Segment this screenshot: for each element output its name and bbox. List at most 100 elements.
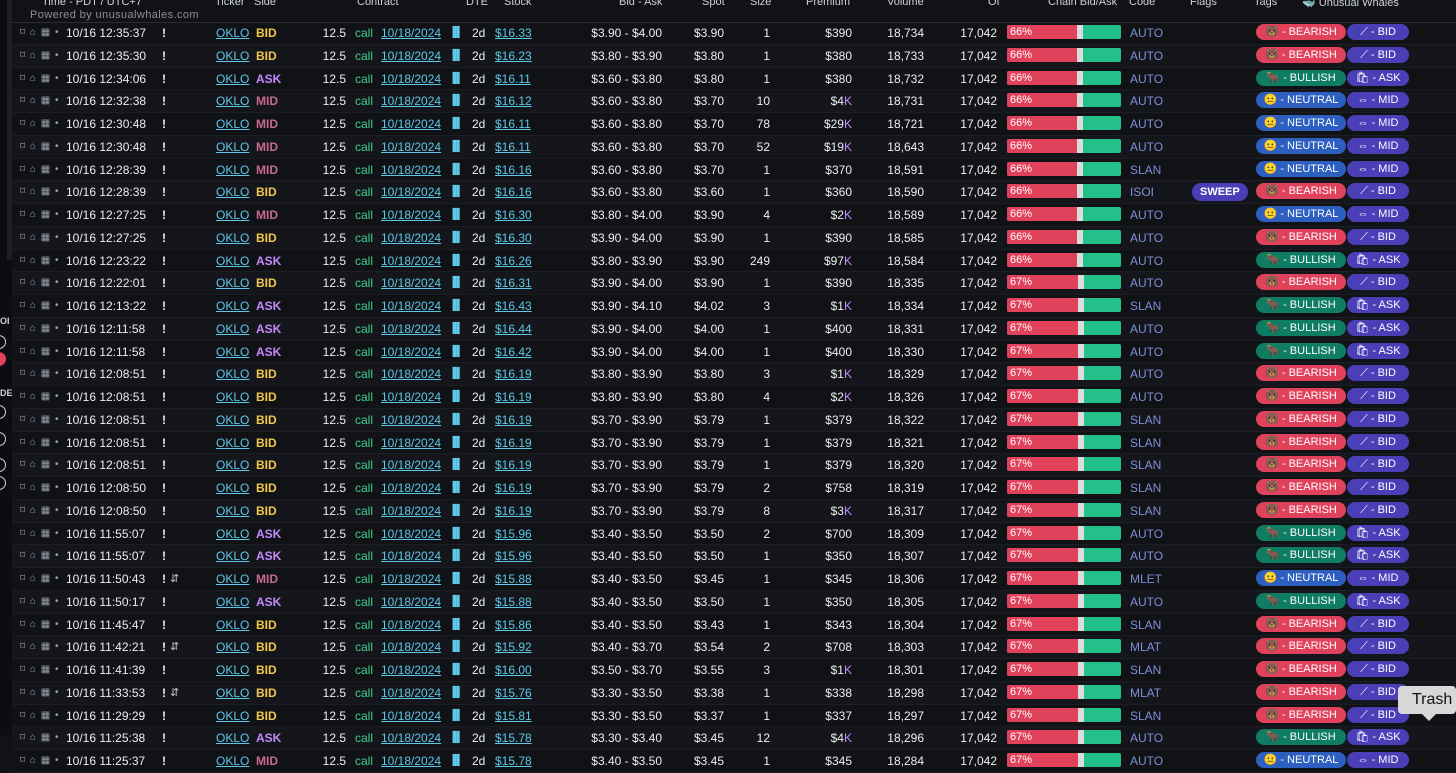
ticker-link[interactable]: OKLO xyxy=(216,139,250,154)
row-action-icons[interactable]: ⌑ ⌂ ▦ • xyxy=(20,163,60,175)
row-action-icons[interactable]: ⌑ ⌂ ▦ • xyxy=(20,686,60,698)
stock-price-link[interactable]: $16.00 xyxy=(495,663,532,677)
sentiment-tag[interactable]: 🐻 - BEARISH xyxy=(1256,183,1346,200)
stock-price-link[interactable]: $15.88 xyxy=(495,594,532,609)
row-action-icons[interactable]: ⌑ ⌂ ▦ • xyxy=(20,755,60,766)
alert-icon[interactable]: ! xyxy=(162,117,166,131)
stock-price-link[interactable]: $16.23 xyxy=(495,48,532,63)
stock-price-link[interactable]: $16.42 xyxy=(495,344,532,359)
side-tag[interactable]: ⇔ - MID xyxy=(1347,137,1409,154)
side-tag[interactable]: ⟋ - BID xyxy=(1347,228,1409,245)
side-tag[interactable]: ⟋ - BID xyxy=(1347,683,1409,700)
ticker-link[interactable]: OKLO xyxy=(216,48,250,63)
sentiment-tag[interactable]: 🐻 - BEARISH xyxy=(1256,365,1346,382)
row-action-icons[interactable]: ⌑ ⌂ ▦ • xyxy=(20,664,60,675)
table-row[interactable]: ⌑ ⌂ ▦ • 10/16 11:42:21! ⇵ OKLO BID 12.5 call 10… xyxy=(12,636,1456,659)
radio-button-selected[interactable] xyxy=(0,352,6,366)
alert-icon[interactable]: ! xyxy=(162,139,166,154)
alert-icon[interactable]: ! xyxy=(162,230,166,245)
stock-price-link[interactable]: $15.76 xyxy=(495,685,532,700)
alert-icon[interactable]: ! xyxy=(162,26,166,40)
stock-price-link[interactable]: $16.16 xyxy=(495,185,532,200)
header-ticker[interactable]: Ticker xyxy=(215,0,245,8)
alert-icon[interactable]: ! xyxy=(162,253,166,268)
table-row[interactable]: ⌑ ⌂ ▦ • 10/16 12:11:58! OKLO ASK 12.5 call 10/… xyxy=(12,317,1456,341)
bar-chart-icon[interactable]: ▐▌ xyxy=(449,618,464,630)
expiry-link[interactable]: 10/18/2024 xyxy=(381,253,442,268)
bar-chart-icon[interactable]: ▐▌ xyxy=(449,254,464,266)
bar-chart-icon[interactable]: ▐▌ xyxy=(449,436,464,448)
expiry-link[interactable]: 10/18/2024 xyxy=(381,321,442,336)
stock-price-link[interactable]: $16.19 xyxy=(495,367,532,382)
ticker-link[interactable]: OKLO xyxy=(216,503,250,518)
row-action-icons[interactable]: ⌑ ⌂ ▦ • xyxy=(20,49,60,61)
row-action-icons[interactable]: ⌑ ⌂ ▦ • xyxy=(20,27,60,38)
side-tag[interactable]: 🛍 - ASK xyxy=(1347,319,1409,336)
table-row[interactable]: ⌑ ⌂ ▦ • 10/16 12:35:30! OKLO BID 12.5 call 10/… xyxy=(12,44,1456,68)
radio-button[interactable] xyxy=(0,405,6,419)
ticker-link[interactable]: OKLO xyxy=(216,412,250,427)
stock-price-link[interactable]: $15.92 xyxy=(495,640,532,655)
stock-price-link[interactable]: $16.43 xyxy=(495,299,532,313)
expiry-link[interactable]: 10/18/2024 xyxy=(381,572,442,586)
bar-chart-icon[interactable]: ▐▌ xyxy=(449,300,464,311)
sentiment-tag[interactable]: 🐂 - BULLISH xyxy=(1256,319,1346,336)
table-row[interactable]: ⌑ ⌂ ▦ • 10/16 12:08:51! OKLO BID 12.5 call 10/… xyxy=(12,454,1456,477)
table-row[interactable]: ⌑ ⌂ ▦ • 10/16 12:28:39! OKLO BID 12.5 call 10/… xyxy=(12,181,1456,204)
table-row[interactable]: ⌑ ⌂ ▦ • 10/16 11:41:39! OKLO BID 12.5 call 10/… xyxy=(12,659,1456,682)
sentiment-tag[interactable]: 🐻 - BEARISH xyxy=(1256,228,1346,245)
table-row[interactable]: ⌑ ⌂ ▦ • 10/16 12:32:38! OKLO MID 12.5 call 10/… xyxy=(12,90,1456,113)
row-action-icons[interactable]: ⌑ ⌂ ▦ • xyxy=(20,436,60,448)
ticker-link[interactable]: OKLO xyxy=(216,708,250,723)
ticker-link[interactable]: OKLO xyxy=(216,594,250,609)
row-action-icons[interactable]: ⌑ ⌂ ▦ • xyxy=(20,72,60,84)
stock-price-link[interactable]: $16.19 xyxy=(495,435,532,450)
expiry-link[interactable]: 10/18/2024 xyxy=(381,731,442,746)
table-row[interactable]: ⌑ ⌂ ▦ • 10/16 12:30:48! OKLO MID 12.5 call 10/… xyxy=(12,113,1456,136)
table-row[interactable]: ⌑ ⌂ ▦ • 10/16 12:27:25! OKLO BID 12.5 call 10/… xyxy=(12,226,1456,250)
header-chain-bid-ask[interactable]: Chain Bid/Ask xyxy=(1048,0,1118,8)
table-row[interactable]: ⌑ ⌂ ▦ • 10/16 12:30:48! OKLO MID 12.5 call 10/… xyxy=(12,135,1456,159)
bar-chart-icon[interactable]: ▐▌ xyxy=(449,49,464,61)
ticker-link[interactable]: OKLO xyxy=(216,685,250,700)
radio-button[interactable] xyxy=(0,335,6,349)
row-action-icons[interactable]: ⌑ ⌂ ▦ • xyxy=(20,459,60,471)
side-tag[interactable]: ⇔ - MID xyxy=(1347,160,1409,177)
sentiment-tag[interactable]: 🐂 - BULLISH xyxy=(1256,69,1346,86)
stock-price-link[interactable]: $15.78 xyxy=(495,754,532,768)
sentiment-tag[interactable]: 🐂 - BULLISH xyxy=(1256,342,1346,359)
bar-chart-icon[interactable]: ▐▌ xyxy=(449,368,464,380)
alert-icon[interactable]: ! xyxy=(162,344,166,359)
expiry-link[interactable]: 10/18/2024 xyxy=(381,230,442,245)
alert-icon[interactable]: ! xyxy=(162,640,166,655)
row-action-icons[interactable]: ⌑ ⌂ ▦ • xyxy=(20,641,60,653)
expiry-link[interactable]: 10/18/2024 xyxy=(381,71,442,86)
sentiment-tag[interactable]: 😐 - NEUTRAL xyxy=(1256,570,1346,586)
ticker-link[interactable]: OKLO xyxy=(216,276,250,291)
stock-price-link[interactable]: $16.30 xyxy=(495,208,532,222)
expiry-link[interactable]: 10/18/2024 xyxy=(381,685,442,700)
alert-icon[interactable]: ! xyxy=(162,435,166,450)
side-tag[interactable]: ⟋ - BID xyxy=(1347,706,1409,723)
left-rail-scrollbar[interactable] xyxy=(7,0,12,260)
table-row[interactable]: ⌑ ⌂ ▦ • 10/16 11:25:37! OKLO MID 12.5 call 10/… xyxy=(12,750,1456,773)
stock-price-link[interactable]: $15.86 xyxy=(495,617,532,632)
stock-price-link[interactable]: $15.88 xyxy=(495,572,532,586)
sentiment-tag[interactable]: 🐂 - BULLISH xyxy=(1256,251,1346,268)
table-row[interactable]: ⌑ ⌂ ▦ • 10/16 12:23:22! OKLO ASK 12.5 call 10/… xyxy=(12,250,1456,273)
stock-price-link[interactable]: $16.44 xyxy=(495,321,532,336)
stock-price-link[interactable]: $16.16 xyxy=(495,162,532,177)
alert-icon[interactable]: ! xyxy=(162,526,166,541)
bar-chart-icon[interactable]: ▐▌ xyxy=(449,641,464,653)
row-action-icons[interactable]: ⌑ ⌂ ▦ • xyxy=(20,482,60,493)
sentiment-tag[interactable]: 🐻 - BEARISH xyxy=(1256,661,1346,677)
row-action-icons[interactable]: ⌑ ⌂ ▦ • xyxy=(20,345,60,357)
stock-price-link[interactable]: $16.19 xyxy=(495,481,532,495)
ticker-link[interactable]: OKLO xyxy=(216,481,250,495)
expiry-link[interactable]: 10/18/2024 xyxy=(381,412,442,427)
header-flags[interactable]: Flags xyxy=(1190,0,1217,8)
bar-chart-icon[interactable]: ▐▌ xyxy=(449,118,464,129)
row-action-icons[interactable]: ⌑ ⌂ ▦ • xyxy=(20,300,60,311)
side-tag[interactable]: 🛍 - ASK xyxy=(1347,729,1409,746)
stock-price-link[interactable]: $16.19 xyxy=(495,390,532,404)
